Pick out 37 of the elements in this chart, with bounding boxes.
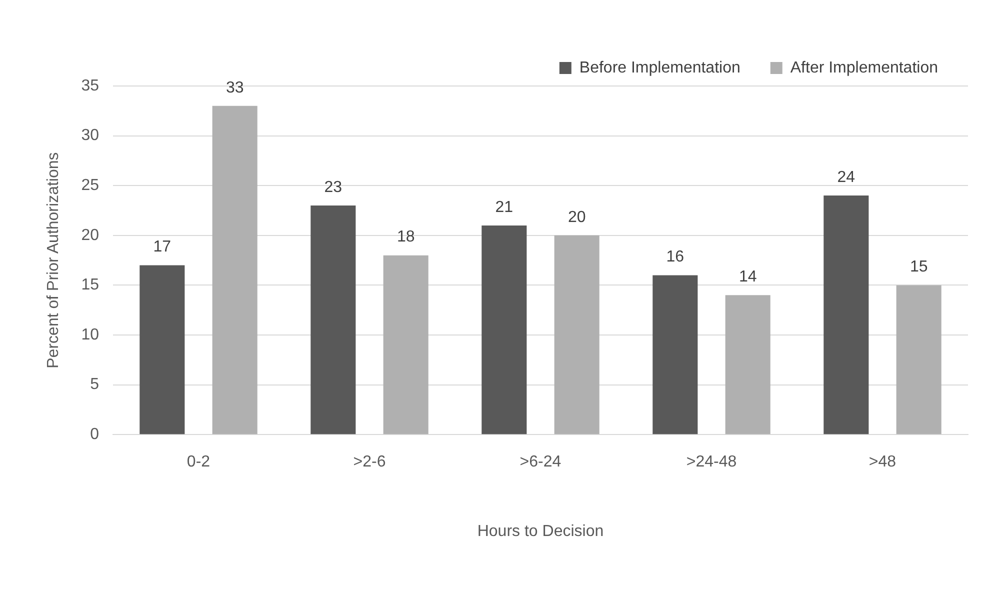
data-label: 17 [153,238,172,256]
y-tick-label: 35 [81,77,100,94]
y-tick-label: 20 [81,226,100,244]
data-label: 23 [324,178,342,196]
x-axis-title: Hours to Decision [477,522,604,540]
bar [896,285,942,434]
data-label: 21 [495,198,514,216]
data-label: 15 [910,258,928,276]
data-label: 33 [226,79,244,96]
data-label: 20 [568,208,586,226]
y-tick-label: 30 [81,127,100,144]
bar [310,206,356,434]
bar [383,255,428,434]
bar [554,235,600,434]
y-tick-label: 25 [81,177,100,194]
bar [725,295,770,434]
x-tick-label: 0-2 [186,454,210,471]
data-label: 14 [738,268,757,286]
bar [212,106,258,434]
bar [824,196,869,434]
y-tick-label: 10 [81,326,100,344]
legend-label: After Implementation [790,59,938,76]
bar [482,225,527,434]
data-label: 24 [837,168,856,186]
y-axis-title: Percent of Prior Authorizations [45,152,62,368]
data-label: 16 [666,248,684,266]
x-tick-label: >24-48 [686,454,737,471]
legend-label: Before Implementation [579,59,740,76]
x-tick-label: >48 [868,454,896,471]
bar [652,275,698,434]
x-tick-label: >6-24 [520,454,562,471]
bar [140,265,185,434]
x-tick-label: >2-6 [353,454,386,471]
y-tick-label: 0 [90,426,100,444]
y-tick-label: 15 [81,276,100,294]
y-tick-label: 5 [90,376,100,394]
data-label: 18 [396,228,415,246]
